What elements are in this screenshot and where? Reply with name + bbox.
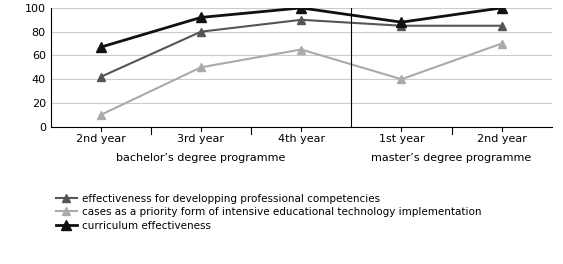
Text: bachelor’s degree programme: bachelor’s degree programme — [117, 153, 285, 163]
Legend: effectiveness for developping professional competencies, cases as a priority for: effectiveness for developping profession… — [56, 194, 481, 231]
Text: master’s degree programme: master’s degree programme — [372, 153, 531, 163]
